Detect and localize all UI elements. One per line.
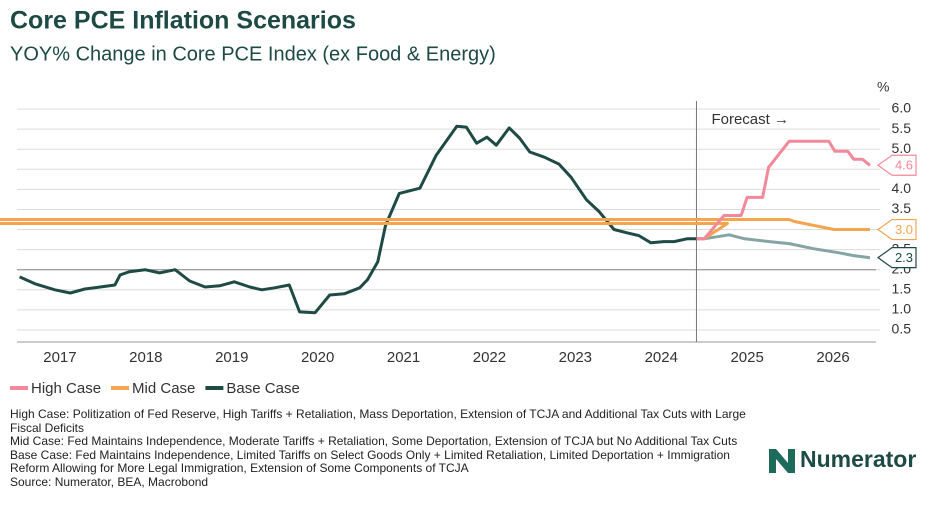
y-unit: %	[877, 79, 889, 95]
chart-subtitle: YOY% Change in Core PCE Index (ex Food &…	[10, 43, 496, 65]
end-label-text: 2.3	[895, 250, 913, 265]
forecast-annotation: Forecast →	[711, 111, 789, 128]
end-label-box	[876, 154, 917, 176]
x-tick-label: 2026	[816, 349, 849, 366]
end-label-text: 4.6	[895, 158, 913, 173]
notes: High Case: Politization of Fed Reserve, …	[10, 407, 765, 489]
series-line	[0, 218, 870, 241]
x-tick-label: 2024	[645, 349, 678, 366]
note: Base Case: Fed Maintains Independence, L…	[10, 447, 730, 475]
y-tick-label: 5.5	[892, 120, 912, 136]
x-tick-label: 2019	[215, 349, 248, 366]
y-tick-label: 3.5	[892, 200, 912, 216]
chart-title: Core PCE Inflation Scenarios	[10, 7, 356, 35]
y-tick-label: 4.0	[892, 180, 912, 196]
brand-name: Numerator	[800, 446, 916, 472]
logo-icon	[769, 449, 795, 473]
series-line	[18, 124, 871, 315]
brand-logo: Numerator	[769, 446, 916, 473]
note: Source: Numerator, BEA, Macrobond	[10, 474, 209, 489]
y-tick-label: 1.5	[892, 280, 912, 296]
end-label: 4.6	[876, 154, 917, 176]
x-tick-label: 2018	[129, 349, 162, 366]
y-tick-label: 1.0	[892, 301, 912, 317]
end-label-box	[876, 218, 917, 241]
series-line	[696, 139, 871, 241]
x-tick-label: 2023	[559, 349, 592, 366]
note: High Case: Politization of Fed Reserve, …	[10, 407, 746, 435]
y-tick-label: 5.0	[892, 140, 912, 156]
legend-label: Mid Case	[132, 380, 195, 397]
x-tick-label: 2025	[730, 349, 763, 366]
end-label-text: 3.0	[895, 222, 913, 237]
end-label: 3.0	[876, 218, 917, 241]
note: Mid Case: Fed Maintains Independence, Mo…	[10, 434, 738, 448]
x-tick-label: 2021	[387, 349, 420, 366]
y-tick-label: 6.0	[892, 100, 912, 116]
y-tick-label: 0.5	[892, 321, 912, 337]
legend-label: Base Case	[226, 380, 299, 397]
x-tick-label: 2020	[301, 349, 334, 366]
x-tick-label: 2022	[473, 349, 506, 366]
end-label-box	[876, 247, 917, 269]
x-tick-label: 2017	[43, 349, 76, 366]
legend-label: High Case	[31, 380, 101, 397]
end-label: 2.3	[876, 247, 917, 269]
